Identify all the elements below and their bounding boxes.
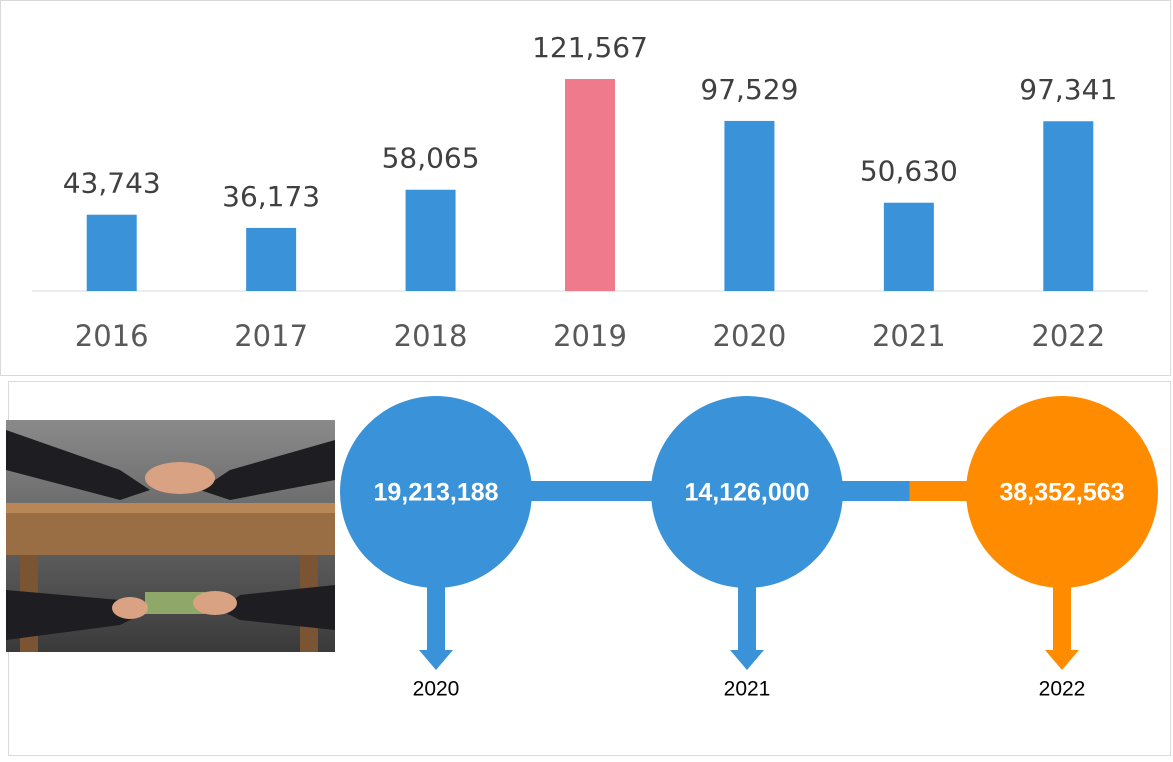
x-tick-label: 2018	[394, 319, 468, 353]
year-label: 2021	[724, 678, 771, 701]
value-label: 97,341	[1019, 73, 1117, 106]
x-tick-label: 2019	[553, 319, 627, 353]
arrow-shaft	[427, 583, 445, 653]
value-label: 58,065	[382, 142, 480, 175]
circle-marker	[651, 396, 843, 588]
x-tick-label: 2016	[75, 319, 149, 353]
bar	[1043, 121, 1094, 291]
arrow-head	[1045, 650, 1079, 670]
x-tick-label: 2022	[1031, 319, 1105, 353]
arrow-head	[730, 650, 764, 670]
x-tick-label: 2020	[713, 319, 787, 353]
circle-marker	[966, 396, 1158, 588]
circle-marker	[340, 396, 532, 588]
bar	[86, 214, 137, 291]
bar	[405, 189, 456, 291]
bar	[246, 227, 297, 291]
year-label: 2020	[413, 678, 460, 701]
value-label: 97,529	[700, 73, 798, 106]
top-panel	[0, 0, 1171, 376]
value-label: 50,630	[860, 155, 958, 188]
bar	[565, 79, 615, 291]
value-label: 43,743	[63, 167, 161, 200]
value-label: 19,213,188	[373, 479, 498, 507]
value-label: 14,126,000	[684, 479, 809, 507]
value-label: 38,352,563	[999, 479, 1124, 507]
arrow-head	[419, 650, 453, 670]
year-label: 2022	[1039, 678, 1086, 701]
x-tick-label: 2021	[872, 319, 946, 353]
bar	[724, 120, 775, 291]
arrow-shaft	[738, 583, 756, 653]
bar	[883, 202, 934, 291]
value-label: 121,567	[532, 31, 648, 64]
value-label: 36,173	[222, 180, 320, 213]
arrow-shaft	[1053, 583, 1071, 653]
photo	[6, 420, 335, 652]
x-tick-label: 2017	[234, 319, 308, 353]
